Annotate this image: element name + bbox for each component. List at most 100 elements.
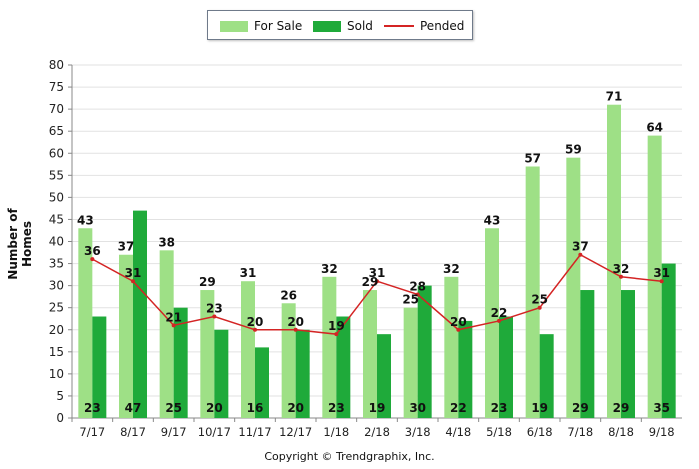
bar-for-sale [444,276,459,418]
bar-sold [539,334,554,418]
bar-sold [580,290,595,418]
data-label-sold: 29 [572,401,589,415]
bar-sold [661,263,676,418]
legend-item-for-sale: For Sale [220,18,302,34]
legend-label-sold: Sold [347,19,373,33]
x-tick-label: 6/18 [527,425,553,439]
data-label-sold: 23 [328,401,345,415]
legend: For Sale Sold Pended [207,10,473,40]
legend-label-pended: Pended [420,19,465,33]
data-label-pended: 20 [287,315,304,329]
legend-swatch-for-sale [220,20,248,32]
data-label-for-sale: 57 [524,151,541,165]
data-label-for-sale: 38 [158,235,175,249]
x-tick-label: 5/18 [486,425,512,439]
y-tick-label: 0 [56,411,64,425]
x-tick-label: 9/17 [161,425,187,439]
x-tick-label: 3/18 [405,425,431,439]
y-tick-label: 30 [49,279,64,293]
bar-for-sale [241,281,255,418]
data-label-for-sale: 31 [240,266,257,280]
y-tick-label: 60 [49,146,64,160]
data-label-for-sale: 32 [321,262,338,276]
data-label-for-sale: 43 [484,213,501,227]
data-label-pended: 37 [572,240,589,254]
bar-sold [377,334,391,418]
data-label-pended: 31 [125,266,142,280]
x-tick-label: 12/17 [279,425,312,439]
bar-sold [295,329,310,418]
data-label-for-sale: 32 [443,262,460,276]
bar-for-sale [78,228,93,418]
bar-for-sale [322,276,337,418]
data-label-pended: 31 [653,266,670,280]
x-tick-label: 4/18 [445,425,471,439]
x-tick-label: 11/17 [238,425,271,439]
bar-for-sale [281,303,296,418]
point-pended [659,279,664,284]
bar-for-sale [647,135,662,418]
point-pended [375,279,379,284]
bar-sold [336,316,351,418]
data-label-sold: 23 [84,401,101,415]
data-label-sold: 47 [125,401,142,415]
data-label-pended: 25 [531,293,548,307]
data-label-sold: 23 [491,401,508,415]
data-label-pended: 20 [247,315,264,329]
data-label-for-sale: 29 [199,275,216,289]
data-label-for-sale: 59 [565,143,582,157]
bar-sold [458,320,473,418]
data-label-for-sale: 25 [402,293,419,307]
data-label-for-sale: 26 [280,288,297,302]
point-pended [334,332,339,337]
data-label-pended: 32 [613,262,630,276]
x-tick-label: 7/17 [79,425,105,439]
x-tick-label: 1/18 [323,425,349,439]
data-label-sold: 20 [287,401,304,415]
bar-for-sale [159,250,174,418]
data-label-sold: 22 [450,401,467,415]
point-pended [293,327,298,332]
data-label-pended: 21 [165,310,182,324]
x-tick-label: 8/17 [120,425,146,439]
bar-sold [92,316,107,418]
data-label-for-sale: 43 [77,213,94,227]
data-label-sold: 25 [165,401,182,415]
legend-swatch-sold [313,20,341,32]
y-tick-label: 70 [49,102,64,116]
data-label-sold: 19 [369,401,386,415]
y-tick-label: 35 [49,257,64,271]
bar-sold [173,307,188,418]
bar-sold [499,316,513,418]
data-label-sold: 19 [531,401,548,415]
point-pended [497,318,501,323]
point-pended [171,323,176,328]
bar-for-sale [200,290,215,418]
y-tick-label: 45 [49,212,64,226]
legend-label-for-sale: For Sale [254,19,303,33]
data-label-sold: 16 [247,401,264,415]
data-label-pended: 23 [206,302,223,316]
y-tick-label: 80 [49,58,64,72]
x-tick-label: 2/18 [364,425,390,439]
y-tick-label: 25 [49,301,64,315]
bar-sold [255,347,269,418]
bar-for-sale [525,166,540,418]
y-tick-label: 40 [49,235,64,249]
bar-sold [417,285,432,418]
point-pended [415,292,420,297]
data-label-pended: 19 [328,319,345,333]
data-label-sold: 20 [206,401,223,415]
data-label-pended: 36 [84,244,101,258]
data-label-for-sale: 29 [362,275,379,289]
data-label-for-sale: 71 [606,90,623,104]
y-tick-label: 55 [49,168,64,182]
x-tick-label: 7/18 [567,425,593,439]
data-label-pended: 22 [491,306,508,320]
y-tick-label: 5 [56,389,64,403]
y-tick-label: 65 [49,124,64,138]
legend-item-pended: Pended [384,18,464,34]
copyright-footer: Copyright © Trendgraphix, Inc. [264,450,435,463]
